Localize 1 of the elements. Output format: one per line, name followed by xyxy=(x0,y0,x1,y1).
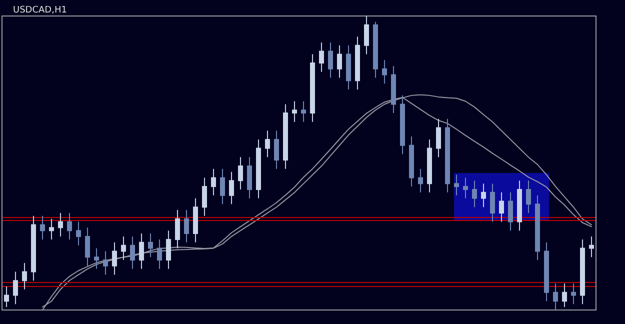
chart-title: USDCAD,H1 xyxy=(13,6,67,16)
